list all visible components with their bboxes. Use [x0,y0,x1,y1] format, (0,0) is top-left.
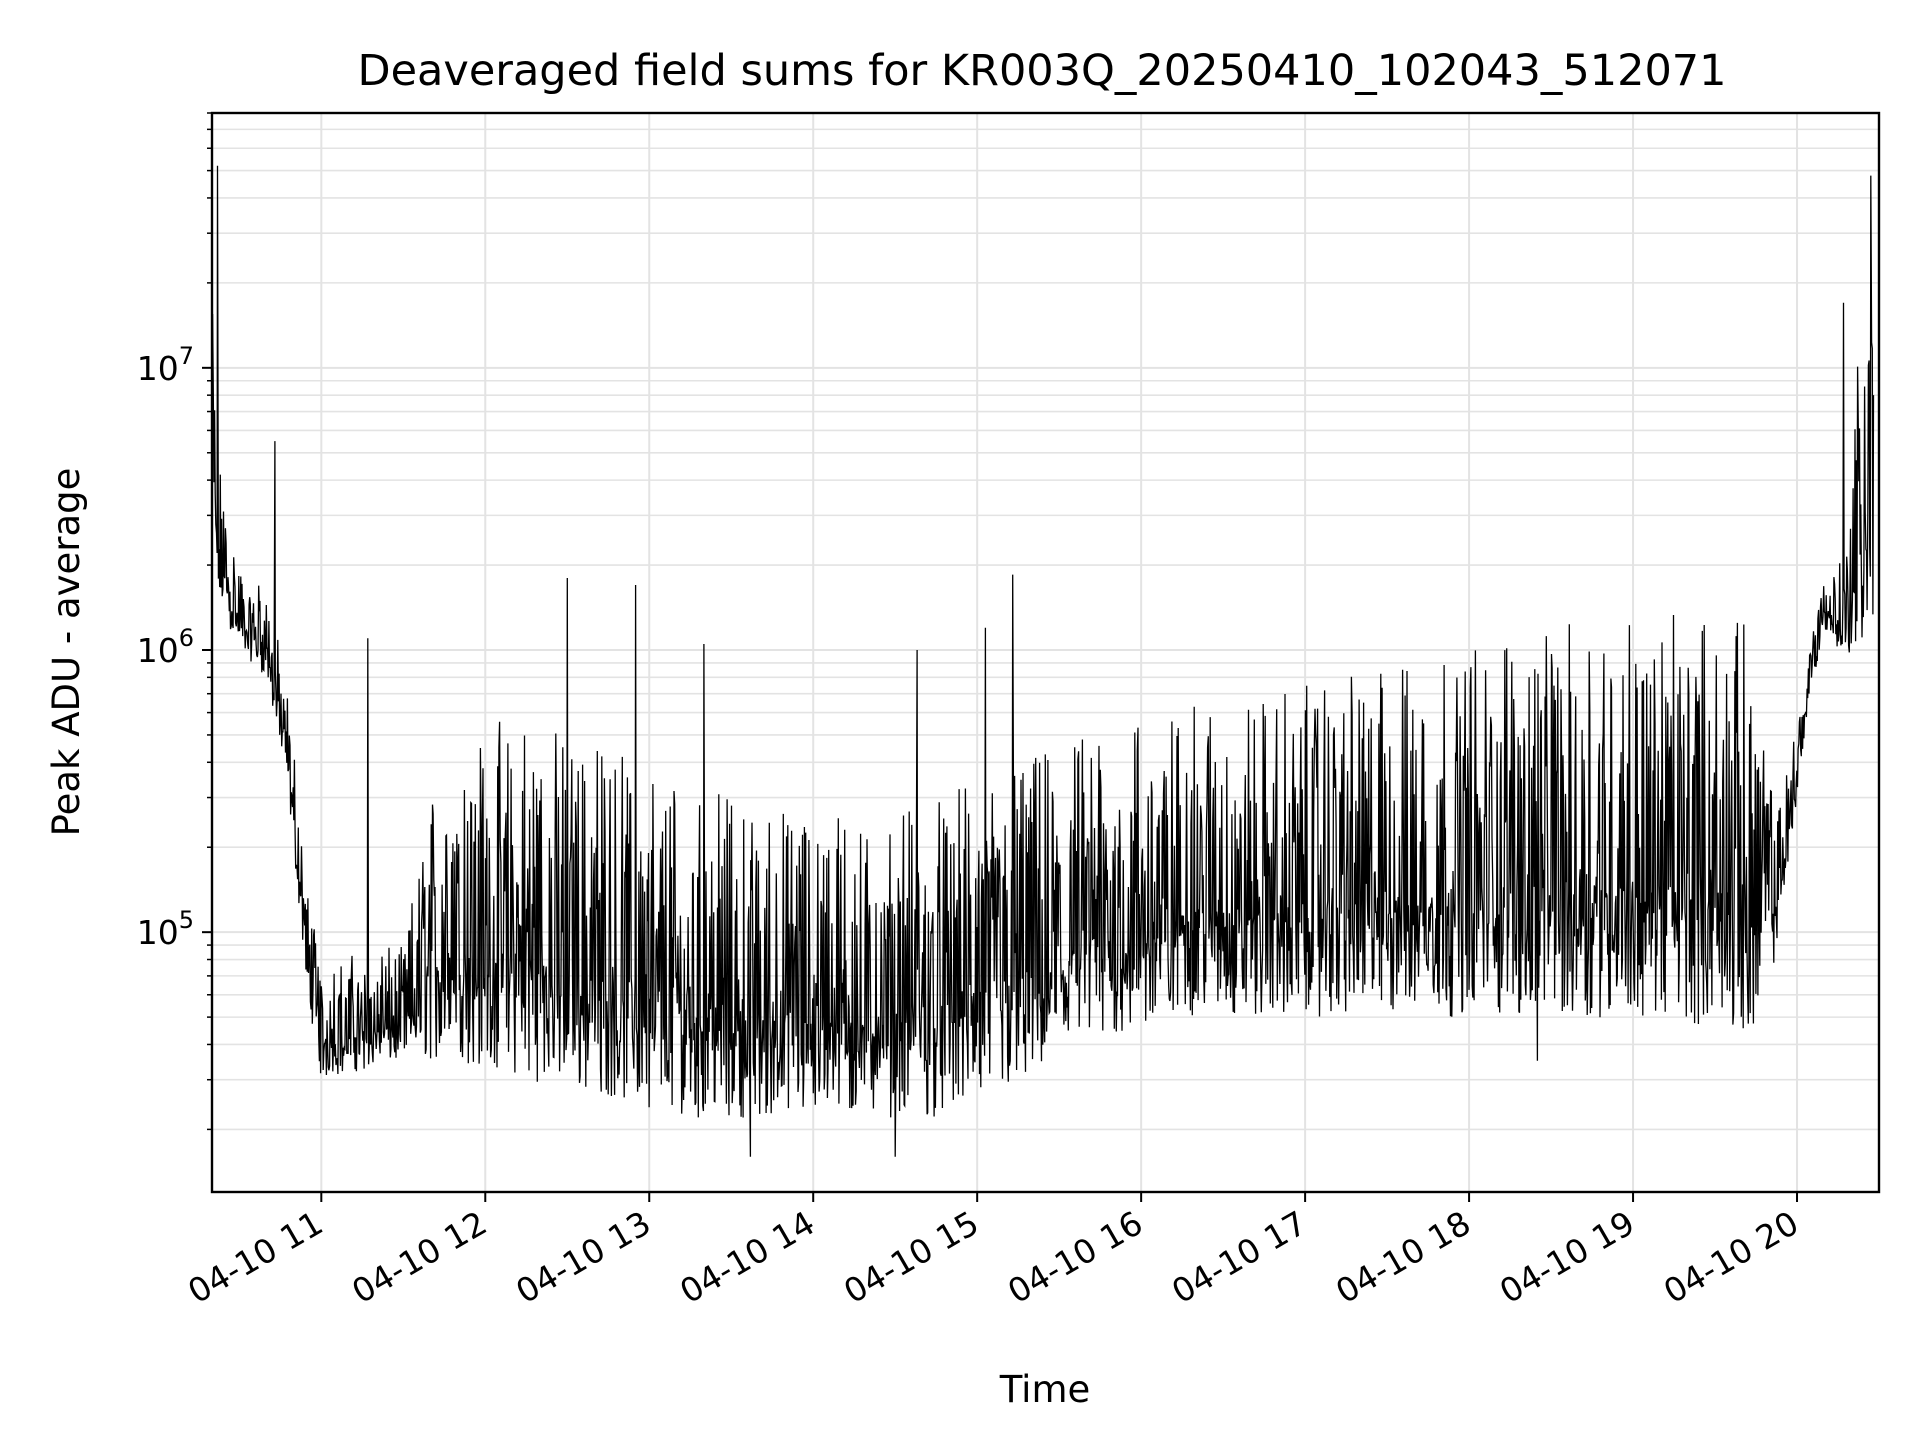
x-axis-label: Time [999,1368,1091,1411]
y-axis-label: Peak ADU - average [45,468,88,837]
plot-frame [210,111,1881,1194]
series-line [211,165,1875,1157]
data-series [211,165,1875,1157]
y-tick-label: 105 [137,906,194,952]
y-tick-label: 107 [137,342,194,388]
chart-title: Deaveraged field sums for KR003Q_2025041… [357,46,1726,96]
y-ticks: 105 106 107 [137,112,212,1131]
y-tick-label: 106 [137,624,194,670]
